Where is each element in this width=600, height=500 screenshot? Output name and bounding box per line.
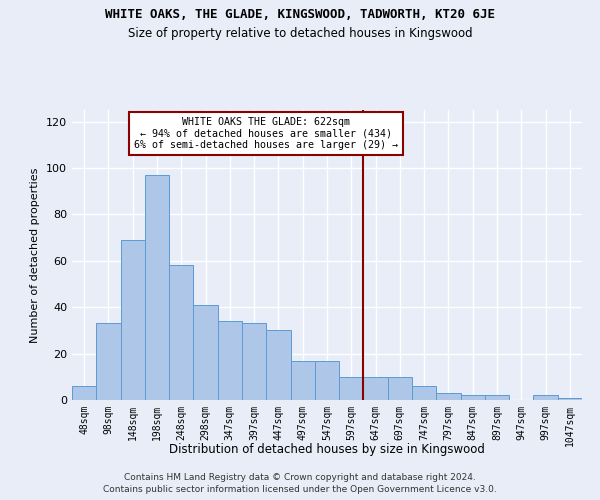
Bar xyxy=(145,175,169,400)
Bar xyxy=(461,396,485,400)
Text: WHITE OAKS THE GLADE: 622sqm
← 94% of detached houses are smaller (434)
6% of se: WHITE OAKS THE GLADE: 622sqm ← 94% of de… xyxy=(134,117,398,150)
Bar xyxy=(436,393,461,400)
Bar xyxy=(339,377,364,400)
Text: WHITE OAKS, THE GLADE, KINGSWOOD, TADWORTH, KT20 6JE: WHITE OAKS, THE GLADE, KINGSWOOD, TADWOR… xyxy=(105,8,495,20)
Bar xyxy=(193,305,218,400)
Bar xyxy=(315,360,339,400)
Bar xyxy=(364,377,388,400)
Text: Contains HM Land Registry data © Crown copyright and database right 2024.: Contains HM Land Registry data © Crown c… xyxy=(124,472,476,482)
Bar xyxy=(72,386,96,400)
Text: Size of property relative to detached houses in Kingswood: Size of property relative to detached ho… xyxy=(128,28,472,40)
Bar xyxy=(412,386,436,400)
Bar xyxy=(169,266,193,400)
Y-axis label: Number of detached properties: Number of detached properties xyxy=(31,168,40,342)
Bar xyxy=(485,396,509,400)
Text: Distribution of detached houses by size in Kingswood: Distribution of detached houses by size … xyxy=(169,442,485,456)
Bar xyxy=(388,377,412,400)
Bar xyxy=(266,330,290,400)
Bar xyxy=(96,324,121,400)
Bar xyxy=(218,321,242,400)
Bar xyxy=(290,360,315,400)
Text: Contains public sector information licensed under the Open Government Licence v3: Contains public sector information licen… xyxy=(103,485,497,494)
Bar xyxy=(558,398,582,400)
Bar xyxy=(242,324,266,400)
Bar xyxy=(121,240,145,400)
Bar xyxy=(533,396,558,400)
